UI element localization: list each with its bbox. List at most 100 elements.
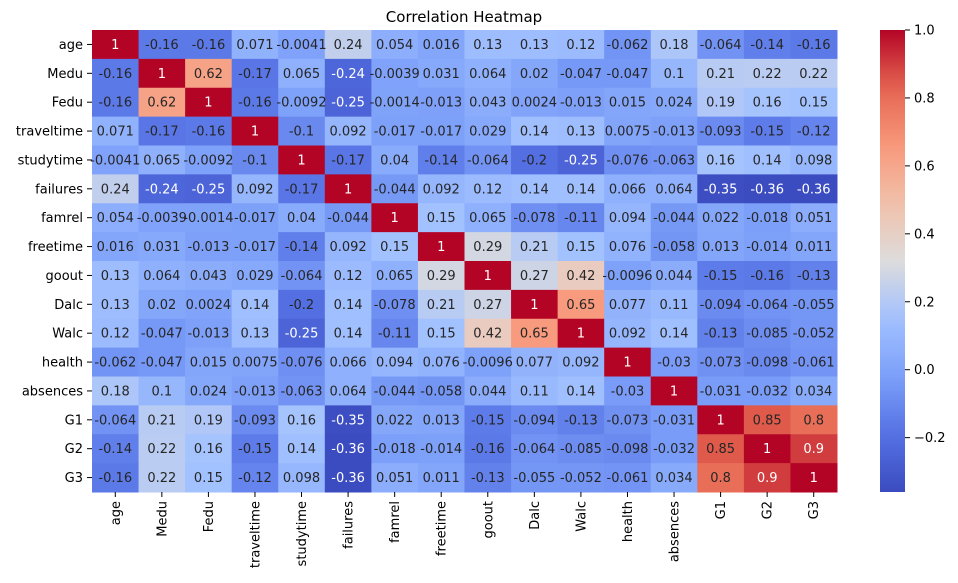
- heatmap-cell: [92, 174, 140, 204]
- heatmap-cell: [138, 318, 186, 349]
- heatmap-cell: [790, 145, 838, 175]
- cell-label: 0.13: [240, 327, 269, 342]
- heatmap-cell: [650, 289, 698, 320]
- cell-label: -0.17: [285, 182, 319, 197]
- heatmap-cell: [464, 58, 512, 89]
- cell-label: -0.35: [331, 413, 365, 428]
- cell-label: -0.0014: [370, 96, 420, 111]
- cell-label: 0.19: [706, 96, 735, 111]
- cell-label: 0.011: [423, 471, 460, 486]
- heatmap-cell: [790, 318, 838, 349]
- cell-label: 0.0075: [605, 125, 651, 140]
- cell-label: 1: [484, 269, 492, 284]
- cell-label: 0.092: [562, 356, 599, 371]
- cell-label: 0.076: [423, 356, 460, 371]
- cell-label: 0.04: [287, 211, 316, 226]
- heatmap-cell: [138, 116, 186, 147]
- heatmap-cell: [185, 463, 233, 493]
- cell-label: 1: [158, 67, 166, 82]
- cell-label: -0.064: [746, 298, 788, 313]
- cell-label: 0.15: [566, 240, 595, 255]
- colorbar-tick-label: 1.0: [914, 24, 935, 39]
- cell-label: -0.085: [746, 327, 788, 342]
- cell-label: -0.1: [242, 153, 267, 168]
- heatmap-cell: [92, 58, 140, 89]
- heatmap-cell: [557, 116, 605, 147]
- cell-label: -0.15: [750, 125, 784, 140]
- cell-label: 0.11: [520, 384, 549, 399]
- cell-label: 0.076: [609, 240, 646, 255]
- cell-label: -0.16: [238, 96, 272, 111]
- heatmap-cell: [464, 318, 512, 349]
- x-tick-label: G3: [807, 501, 822, 519]
- heatmap-cell: [231, 289, 279, 320]
- heatmap-cell: [278, 145, 326, 175]
- heatmap-cell: [417, 318, 465, 349]
- cell-label: -0.044: [374, 182, 416, 197]
- heatmap-cell: [138, 58, 186, 89]
- heatmap-cell: [790, 30, 838, 60]
- cell-label: -0.058: [653, 240, 695, 255]
- cell-label: -0.16: [797, 38, 831, 53]
- colorbar-gradient: [880, 30, 905, 492]
- heatmap-cell: [278, 174, 326, 204]
- heatmap-cell: [417, 463, 465, 493]
- heatmap-cell: [138, 289, 186, 320]
- heatmap-cell: [278, 318, 326, 349]
- heatmap-cell: [138, 434, 186, 464]
- x-axis: age Medu Fedu traveltime studytime failures fa…: [109, 492, 822, 568]
- cell-label: -0.17: [145, 125, 179, 140]
- heatmap-cell: [557, 318, 605, 349]
- cell-label: 0.022: [702, 211, 739, 226]
- cell-label: -0.047: [560, 67, 602, 82]
- cell-label: -0.36: [331, 442, 365, 457]
- heatmap-cell: [92, 116, 140, 147]
- cell-label: 0.011: [795, 240, 832, 255]
- heatmap-cell: [743, 318, 791, 349]
- heatmap-cell: [278, 232, 326, 262]
- heatmap-cell: [604, 289, 652, 320]
- cell-label: -0.24: [145, 182, 179, 197]
- cell-label: 0.13: [101, 269, 130, 284]
- heatmap-cell: [371, 203, 419, 233]
- cell-label: 0.29: [473, 240, 502, 255]
- cell-label: 0.14: [566, 384, 595, 399]
- cell-label: 0.18: [660, 38, 689, 53]
- cell-label: -0.017: [420, 125, 462, 140]
- cell-label: 0.15: [194, 471, 223, 486]
- heatmap-cell: [92, 318, 140, 349]
- cell-label: 0.065: [376, 269, 413, 284]
- heatmap-cell: [417, 376, 465, 406]
- heatmap-cell: [231, 30, 279, 60]
- heatmap-cell: [511, 232, 559, 262]
- heatmap-cell: [557, 347, 605, 378]
- heatmap-cell: [464, 405, 512, 435]
- heatmap-cell: [790, 87, 838, 118]
- cell-label: 0.071: [236, 38, 273, 53]
- heatmap-cell: [371, 434, 419, 464]
- cell-label: -0.13: [564, 413, 598, 428]
- heatmap-cell: [417, 347, 465, 378]
- y-tick-label: Medu: [47, 67, 83, 82]
- heatmap-cell: [743, 289, 791, 320]
- heatmap-cell: [278, 30, 326, 60]
- cell-label: -0.073: [700, 356, 742, 371]
- cell-label: 0.65: [566, 298, 595, 313]
- cell-label: -0.064: [94, 413, 136, 428]
- heatmap-cell: [464, 145, 512, 175]
- cell-label: -0.14: [424, 153, 458, 168]
- heatmap-cell: [371, 58, 419, 89]
- x-tick-label: age: [109, 501, 124, 525]
- heatmap-cell: [231, 232, 279, 262]
- heatmap-cell: [650, 203, 698, 233]
- heatmap-cell: [231, 434, 279, 464]
- heatmap-cell: [604, 347, 652, 378]
- heatmap-cell: [417, 58, 465, 89]
- heatmap-cell: [790, 347, 838, 378]
- cell-label: -0.15: [238, 442, 272, 457]
- heatmap-cell: [790, 405, 838, 435]
- cell-label: -0.093: [700, 125, 742, 140]
- heatmap-cell: [138, 174, 186, 204]
- cell-label: -0.36: [331, 471, 365, 486]
